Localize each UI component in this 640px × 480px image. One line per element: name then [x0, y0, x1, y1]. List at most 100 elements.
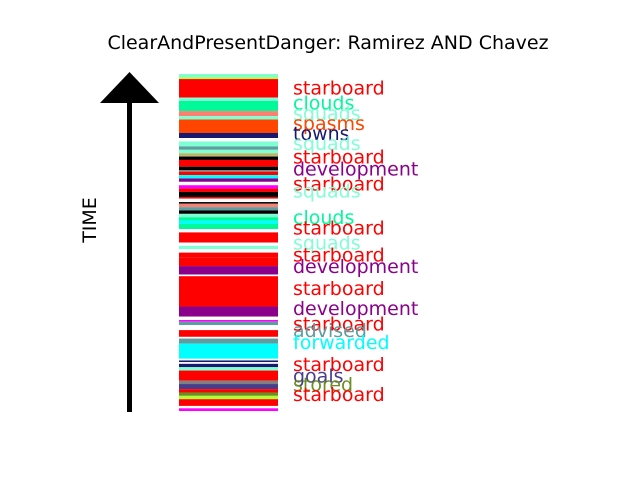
strip-band-52 [179, 336, 278, 339]
strip-band-60 [179, 370, 278, 381]
strip-band-58 [179, 363, 278, 368]
strip-band-5 [179, 111, 278, 117]
word-label-starboard: starboard [293, 244, 385, 266]
strip-band-53 [179, 338, 278, 344]
strip-band-30 [179, 210, 278, 214]
strip-band-32 [179, 217, 278, 221]
strip-band-56 [179, 360, 278, 363]
strip-band-6 [179, 116, 278, 120]
strip-band-13 [179, 153, 278, 157]
strip-band-41 [179, 257, 278, 267]
strip-band-68 [179, 408, 278, 411]
time-arrow [100, 72, 159, 412]
strip-band-51 [179, 333, 278, 337]
strip-band-15 [179, 159, 278, 167]
strip-band-46 [179, 316, 278, 321]
strip-band-31 [179, 213, 278, 218]
word-label-squads: squads [293, 103, 361, 125]
strip-band-25 [179, 197, 278, 199]
strip-band-21 [179, 181, 278, 186]
strip-band-45 [179, 306, 278, 317]
strip-band-22 [179, 185, 278, 189]
strip-band-59 [179, 367, 278, 371]
word-label-development: development [293, 256, 418, 278]
strip-band-63 [179, 389, 278, 393]
strip-band-65 [179, 395, 278, 400]
word-label-starboard: starboard [293, 354, 385, 376]
strip-band-34 [179, 223, 278, 230]
strip-band-2 [179, 79, 278, 98]
strip-band-55 [179, 358, 278, 361]
strip-band-20 [179, 178, 278, 182]
chart-title: ClearAndPresentDanger: Ramirez AND Chave… [107, 32, 548, 54]
word-label-starboard: starboard [293, 313, 385, 335]
strip-band-26 [179, 198, 278, 203]
strip-band-9 [179, 138, 278, 142]
word-label-starboard: starboard [293, 174, 385, 196]
word-label-starboard: starboard [293, 384, 385, 406]
word-label-advised: advised [293, 320, 367, 342]
strip-band-4 [179, 100, 278, 112]
word-label-starboard: starboard [293, 217, 385, 239]
strip-band-36 [179, 232, 278, 243]
strip-band-1 [179, 77, 278, 80]
word-label-clouds: clouds [293, 93, 354, 115]
strip-band-12 [179, 149, 278, 154]
strip-band-44 [179, 276, 278, 307]
strip-band-28 [179, 203, 278, 208]
strip-band-39 [179, 249, 278, 253]
word-label-squads: squads [293, 233, 361, 255]
strip-band-27 [179, 202, 278, 204]
strip-band-17 [179, 170, 278, 172]
strip-band-61 [179, 380, 278, 385]
strip-band-54 [179, 343, 278, 359]
strip-band-42 [179, 266, 278, 275]
word-label-squads: squads [293, 133, 361, 155]
strip-band-57 [179, 362, 278, 364]
strip-band-19 [179, 175, 278, 179]
word-label-forwarded: forwarded [293, 332, 390, 354]
word-label-clouds: clouds [293, 207, 354, 229]
strip-band-38 [179, 245, 278, 250]
strip-band-11 [179, 146, 278, 150]
strip-band-18 [179, 171, 278, 176]
word-label-starboard: starboard [293, 147, 385, 169]
word-label-development: development [293, 298, 418, 320]
y-axis-label: TIME [79, 197, 101, 244]
strip-band-47 [179, 320, 278, 322]
strip-band-35 [179, 229, 278, 233]
word-label-squads: squads [293, 180, 361, 202]
strip-band-64 [179, 392, 278, 396]
strip-band-24 [179, 191, 278, 198]
strip-band-37 [179, 242, 278, 246]
strip-band-66 [179, 399, 278, 406]
strip-band-49 [179, 325, 278, 331]
strip-band-43 [179, 274, 278, 277]
strip-band-14 [179, 156, 278, 160]
strip-band-7 [179, 119, 278, 133]
word-labels: starboardcloudssquadsspasmstownssquadsst… [293, 77, 418, 406]
word-label-starboard: starboard [293, 278, 385, 300]
strip-band-48 [179, 321, 278, 326]
word-label-stored: stored [293, 374, 353, 396]
strip-band-0 [179, 74, 278, 78]
strip-band-16 [179, 166, 278, 171]
time-arrow-head [100, 72, 159, 103]
strip-band-40 [179, 252, 278, 258]
word-label-towns: towns [293, 123, 350, 145]
strip-band-50 [179, 330, 278, 334]
strip-band-23 [179, 188, 278, 192]
strip-band-8 [179, 132, 278, 139]
word-label-development: development [293, 158, 418, 180]
strip-band-67 [179, 405, 278, 409]
strip-band-29 [179, 207, 278, 211]
strip-band-33 [179, 220, 278, 224]
word-label-goals: goals [293, 366, 344, 388]
word-label-spasms: spasms [293, 113, 365, 135]
strip-band-10 [179, 141, 278, 147]
strip-band-3 [179, 97, 278, 101]
strip-band-62 [179, 384, 278, 390]
word-label-starboard: starboard [293, 77, 385, 99]
color-strip [179, 74, 278, 411]
